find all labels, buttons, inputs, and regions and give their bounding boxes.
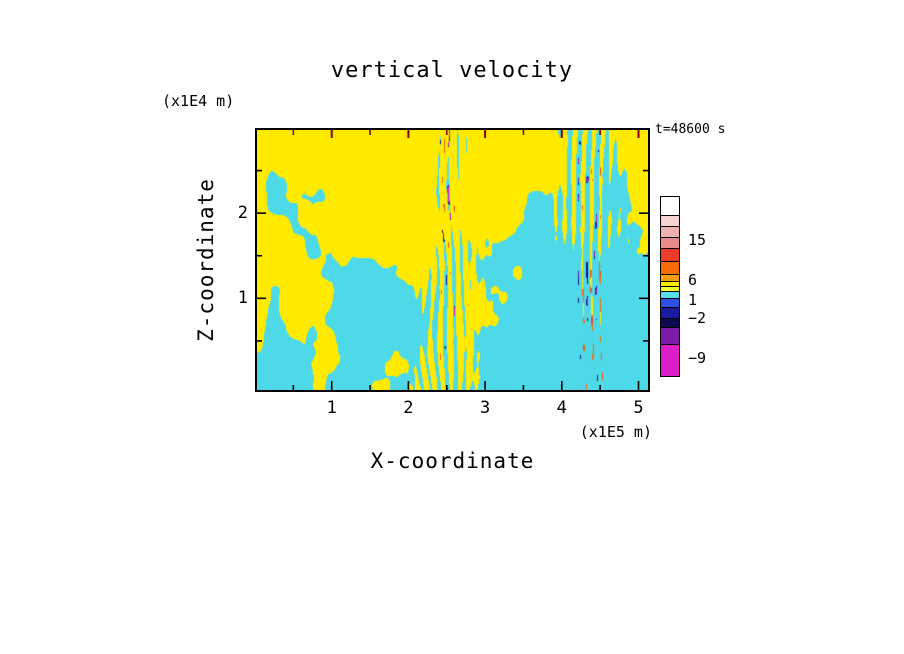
- colorbar-label: 1: [688, 291, 698, 309]
- colorbar-segment: [660, 248, 680, 262]
- x-tick-label: 2: [403, 398, 414, 418]
- plot-area: [255, 128, 650, 392]
- time-annotation: t=48600 s: [655, 122, 726, 137]
- x-tick-labels: 1 2 3 4 5: [255, 398, 650, 420]
- chart-title: vertical velocity: [330, 58, 574, 83]
- x-axis-unit-label: (x1E5 m): [579, 423, 652, 441]
- colorbar-label: 6: [688, 271, 698, 289]
- colorbar-segment: [660, 344, 680, 377]
- x-tick-label: 3: [479, 398, 491, 418]
- colorbar-label: −9: [688, 349, 707, 367]
- colorbar: [660, 196, 680, 377]
- x-tick-label: 5: [633, 398, 644, 418]
- colorbar-segment: [660, 327, 680, 345]
- y-tick-label: 2: [237, 203, 248, 224]
- x-tick-label: 4: [556, 398, 567, 418]
- colorbar-label: 15: [688, 231, 707, 249]
- heatmap-field: [257, 130, 648, 390]
- x-axis-title: X-coordinate: [370, 449, 535, 473]
- colorbar-segment: [660, 196, 680, 216]
- colorbar-segment: [660, 261, 680, 275]
- colorbar-labels: 15 6 1 −2 −9: [688, 196, 728, 396]
- colorbar-label: −2: [688, 309, 707, 327]
- y-axis-title: Z-coordinate: [194, 178, 218, 342]
- y-tick-label: 1: [237, 288, 248, 309]
- y-axis-unit-label: (x1E4 m): [162, 92, 235, 110]
- x-tick-label: 1: [326, 398, 337, 418]
